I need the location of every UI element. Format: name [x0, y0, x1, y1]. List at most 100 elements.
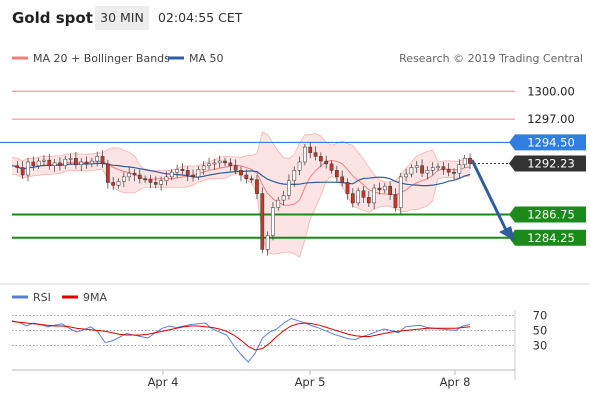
- ma9-legend-label: 9MA: [83, 291, 107, 304]
- candle: [180, 163, 185, 175]
- candle-body: [106, 163, 110, 183]
- candle: [335, 165, 339, 183]
- level-tag-1286.75: [509, 206, 586, 223]
- candle: [345, 178, 350, 200]
- candle: [47, 153, 52, 170]
- candle-body: [382, 185, 387, 191]
- candle: [393, 188, 398, 212]
- candle: [116, 178, 121, 189]
- interval-selector[interactable]: 30 MIN: [95, 6, 149, 30]
- candle-body: [297, 161, 302, 171]
- candle-body: [58, 162, 62, 166]
- candle: [52, 158, 57, 172]
- candle-body: [404, 173, 408, 178]
- candle-body: [462, 158, 467, 166]
- candle-body: [281, 195, 286, 201]
- candle: [127, 166, 132, 181]
- candle-body: [191, 174, 195, 178]
- candle-body: [201, 165, 206, 170]
- candle-body: [313, 152, 318, 157]
- candle-body: [47, 159, 52, 166]
- candle: [297, 156, 302, 176]
- candle: [121, 172, 126, 188]
- candle-body: [292, 170, 297, 181]
- main-legend: MA 20 + Bollinger Bands MA 50 Research ©…: [12, 52, 583, 65]
- candle: [137, 169, 142, 184]
- rsi-tick-label-50: 50: [533, 324, 548, 338]
- candle-body: [153, 182, 158, 185]
- candle: [26, 157, 30, 182]
- candle: [212, 158, 217, 171]
- level-tag-1284.25: [509, 229, 586, 246]
- candle: [68, 153, 73, 165]
- candle: [58, 157, 62, 171]
- candle: [436, 163, 440, 171]
- candle: [153, 176, 158, 189]
- candle-body: [366, 197, 371, 204]
- candle-body: [239, 170, 243, 176]
- candle-body: [425, 170, 430, 174]
- candle: [95, 151, 100, 167]
- candle-body: [372, 187, 376, 204]
- candle: [196, 166, 201, 181]
- candle-body: [74, 158, 78, 166]
- candle: [452, 168, 456, 180]
- forecast-arrow-head: [499, 226, 515, 241]
- candle-body: [52, 162, 57, 166]
- candle: [313, 146, 318, 161]
- candle: [79, 157, 84, 171]
- candle: [319, 152, 323, 168]
- candle-body: [409, 167, 414, 175]
- candle-body: [169, 171, 174, 178]
- candle: [255, 174, 259, 200]
- candle: [31, 156, 36, 171]
- candle: [63, 155, 68, 169]
- candle-body: [361, 190, 366, 198]
- candle: [36, 157, 41, 169]
- candle-body: [63, 158, 68, 166]
- ma9-line: [11, 321, 471, 351]
- candle: [106, 159, 110, 189]
- candle-body: [31, 161, 36, 166]
- candle-body: [244, 174, 249, 179]
- candle-body: [116, 181, 121, 186]
- candle: [446, 163, 451, 177]
- candle-body: [148, 179, 153, 183]
- candle: [42, 155, 46, 167]
- candle: [191, 169, 195, 182]
- candle-body: [175, 169, 179, 173]
- candle: [84, 156, 89, 169]
- candle: [169, 168, 174, 181]
- level-label-1292.23: 1292.23: [527, 157, 575, 171]
- candle: [388, 181, 392, 201]
- level-tag-1292.23: [509, 155, 586, 172]
- level-label-1300.00: 1300.00: [527, 84, 575, 98]
- rsi-legend: RSI 9MA: [12, 291, 107, 304]
- ma20-legend-label: MA 20 + Bollinger Bands: [33, 52, 170, 65]
- candle-body: [212, 162, 217, 165]
- candle: [366, 191, 371, 207]
- current-time: 02:04:55 CET: [158, 10, 243, 25]
- candle: [159, 176, 163, 191]
- candle-body: [377, 187, 382, 191]
- candle: [260, 187, 265, 254]
- candle: [276, 196, 281, 211]
- rsi-tick-label-30: 30: [533, 339, 548, 353]
- candle-body: [90, 160, 94, 165]
- candle-body: [388, 185, 392, 195]
- credit-text: Research © 2019 Trading Central: [399, 52, 583, 65]
- candle: [228, 158, 233, 172]
- candle: [303, 143, 307, 166]
- candle: [249, 175, 254, 183]
- candle: [217, 155, 222, 168]
- candle: [329, 160, 334, 174]
- level-label-1294.50: 1294.50: [527, 135, 575, 149]
- candle-body: [84, 161, 89, 165]
- candle-body: [319, 156, 323, 162]
- x-axis: Apr 4 Apr 5 Apr 8: [12, 369, 515, 389]
- level-label-1284.25: 1284.25: [527, 231, 575, 245]
- level-tag-1294.50: [509, 134, 586, 151]
- candle: [350, 188, 355, 208]
- candle-body: [414, 165, 419, 168]
